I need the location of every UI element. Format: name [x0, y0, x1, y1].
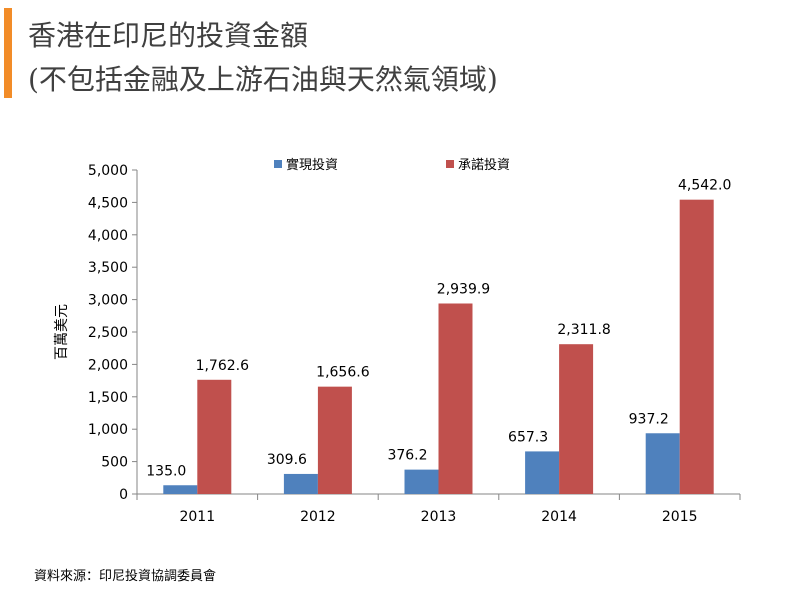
bar-realized [163, 485, 198, 494]
y-tick-label: 500 [101, 455, 128, 471]
bar-realized [525, 451, 560, 494]
data-label: 2,311.8 [557, 322, 610, 338]
y-tick-label: 4,500 [88, 195, 128, 211]
y-tick-label: 1,500 [88, 390, 128, 406]
legend-label: 承諾投資 [458, 157, 510, 173]
y-tick-label: 2,500 [88, 325, 128, 341]
bar-realized [283, 473, 318, 494]
x-tick-label: 2011 [179, 509, 215, 525]
y-tick-label: 3,500 [88, 260, 128, 276]
legend-label: 實現投資 [286, 157, 338, 173]
source-note: 資料來源：印尼投資協調委員會 [34, 569, 217, 584]
bar-committed [438, 303, 473, 494]
x-tick-label: 2014 [541, 509, 577, 525]
bar-committed [679, 199, 714, 494]
x-tick-label: 2013 [421, 509, 457, 525]
y-axis-title: 百萬美元 [54, 304, 70, 360]
bar-committed [317, 386, 352, 494]
data-label: 2,939.9 [437, 281, 490, 297]
y-tick-label: 1,000 [88, 422, 128, 438]
data-label: 937.2 [629, 411, 669, 427]
title-accent-bar [4, 8, 12, 98]
y-tick-label: 4,000 [88, 228, 128, 244]
y-tick-label: 5,000 [88, 163, 128, 179]
y-tick-label: 3,000 [88, 293, 128, 309]
data-label: 309.6 [267, 452, 307, 468]
y-tick-label: 0 [119, 487, 128, 503]
y-tick-label: 2,000 [88, 357, 128, 373]
data-label: 657.3 [508, 429, 548, 445]
data-label: 135.0 [146, 463, 186, 479]
legend-swatch [446, 160, 454, 168]
legend-swatch [274, 160, 282, 168]
bar-realized [404, 469, 439, 494]
data-label: 1,762.6 [196, 358, 250, 374]
data-label: 376.2 [387, 448, 427, 464]
page-title: 香港在印尼的投資金額 [28, 19, 309, 52]
x-tick-label: 2015 [662, 509, 698, 525]
x-tick-label: 2012 [300, 509, 336, 525]
bar-committed [197, 379, 232, 494]
bar-committed [559, 344, 594, 494]
bar-realized [645, 433, 680, 494]
data-label: 4,542.0 [678, 178, 731, 194]
data-label: 1,656.6 [316, 365, 370, 381]
page-subtitle: (不包括金融及上游石油與天然氣領域) [28, 63, 498, 96]
